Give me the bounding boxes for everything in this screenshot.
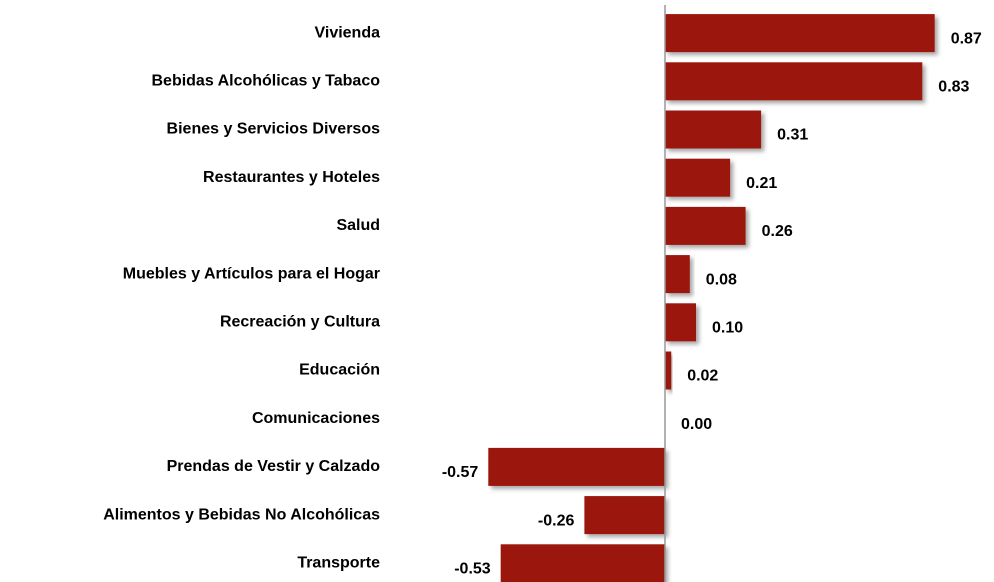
value-label: 0.83 (938, 79, 969, 96)
value-label: 0.02 (687, 368, 718, 385)
category-label: Transporte (297, 555, 380, 572)
bar (500, 544, 665, 582)
value-label: 0.21 (746, 175, 777, 192)
value-label: -0.57 (442, 464, 479, 481)
value-label: 0.10 (712, 320, 743, 337)
value-label: -0.26 (538, 512, 575, 529)
bar (665, 351, 672, 390)
value-label: -0.53 (454, 561, 491, 578)
category-label: Prendas de Vestir y Calzado (167, 458, 381, 475)
category-label: Bebidas Alcohólicas y Tabaco (151, 73, 380, 90)
value-label: 0.31 (777, 127, 808, 144)
bar (665, 158, 731, 197)
bar (488, 447, 665, 486)
value-label: 0.08 (706, 271, 737, 288)
bar (665, 110, 762, 149)
category-label: Salud (336, 217, 380, 234)
bar (665, 206, 746, 245)
category-label: Vivienda (314, 24, 380, 41)
category-label: Alimentos y Bebidas No Alcohólicas (103, 506, 380, 523)
bar (584, 496, 665, 535)
category-label: Recreación y Cultura (220, 314, 380, 331)
category-label: Bienes y Servicios Diversos (167, 121, 381, 138)
category-label: Comunicaciones (252, 410, 380, 427)
category-label: Muebles y Artículos para el Hogar (123, 265, 380, 282)
value-label: 0.26 (762, 223, 793, 240)
bar (665, 303, 696, 342)
category-label: Educación (299, 362, 380, 379)
value-label: 0.00 (681, 416, 712, 433)
bar (665, 14, 935, 53)
category-label: Restaurantes y Hoteles (203, 169, 380, 186)
value-label: 0.87 (951, 30, 982, 47)
bar (665, 62, 923, 101)
bar (665, 255, 690, 294)
